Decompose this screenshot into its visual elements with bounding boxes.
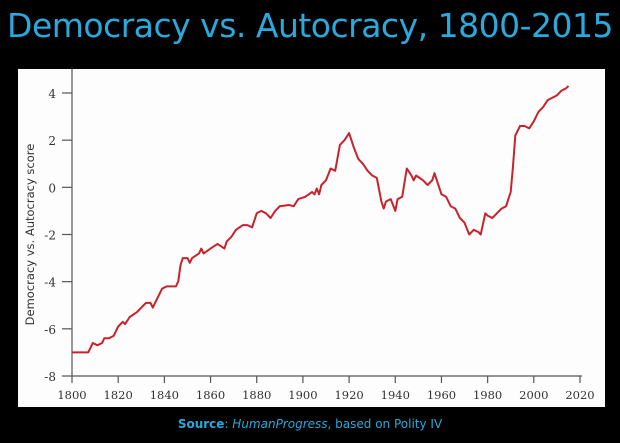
x-tick-label: 1940 <box>381 388 410 402</box>
y-tick-label: -6 <box>44 323 56 337</box>
x-tick-label: 2000 <box>519 388 548 402</box>
y-tick-label: 0 <box>48 181 56 195</box>
x-tick-label: 1900 <box>288 388 317 402</box>
line-chart: -8 -6 -4 -2 0 2 4 1800 1820 1840 1860 1880 1900 1920 1… <box>23 69 595 402</box>
x-tick-label: 1800 <box>57 388 86 402</box>
data-line <box>72 85 570 354</box>
x-tick-label: 1960 <box>427 388 456 402</box>
y-tick-label: -8 <box>44 370 56 384</box>
x-tick-label: 2020 <box>565 388 594 402</box>
y-tick-label: -4 <box>44 276 56 290</box>
source-name: HumanProgress <box>232 417 328 431</box>
source-note: Source: HumanProgress, based on Polity I… <box>177 417 443 431</box>
source-rest: , based on Polity IV <box>327 417 443 431</box>
x-tick-label: 1840 <box>150 388 179 402</box>
chart-panel: -8 -6 -4 -2 0 2 4 1800 1820 1840 1860 1880 1900 1920 1… <box>18 69 605 407</box>
x-tick-label: 1860 <box>196 388 225 402</box>
chart-title: Democracy vs. Autocracy, 1800-2015 <box>7 6 613 45</box>
x-tick-label: 1880 <box>242 388 271 402</box>
y-tick-label: 2 <box>48 134 56 148</box>
source-label: Source <box>177 417 225 431</box>
x-tick-label: 1820 <box>104 388 133 402</box>
y-tick-label: -2 <box>44 229 56 243</box>
y-axis-label: Democracy vs. Autocracy score <box>23 144 37 326</box>
x-tick-label: 1980 <box>473 388 502 402</box>
y-tick-label: 4 <box>48 87 56 101</box>
x-tick-label: 1920 <box>334 388 363 402</box>
